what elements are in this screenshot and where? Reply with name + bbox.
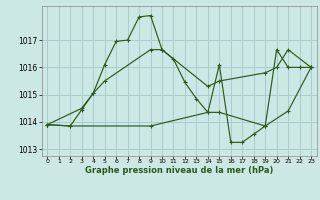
X-axis label: Graphe pression niveau de la mer (hPa): Graphe pression niveau de la mer (hPa) [85,166,273,175]
